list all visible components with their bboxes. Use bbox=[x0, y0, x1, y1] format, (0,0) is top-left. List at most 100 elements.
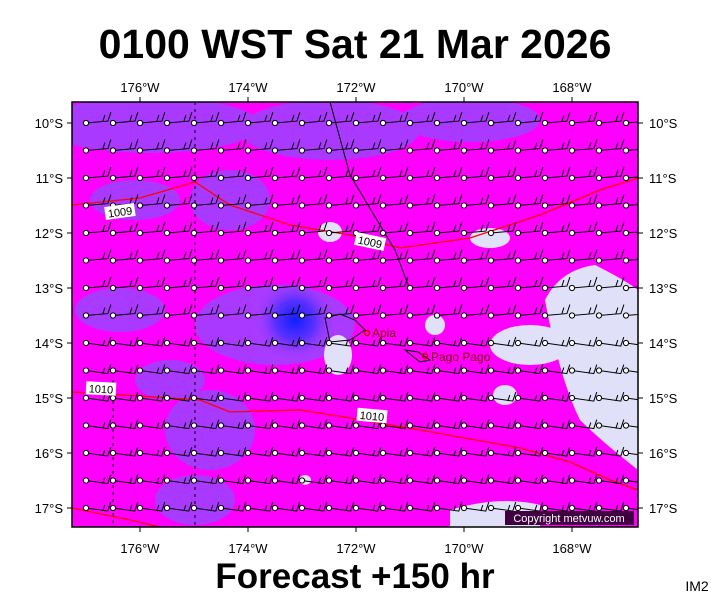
barb bbox=[571, 364, 598, 375]
station bbox=[595, 394, 603, 402]
station bbox=[136, 229, 144, 237]
barb bbox=[571, 391, 598, 402]
station bbox=[595, 504, 603, 512]
barb bbox=[544, 221, 571, 234]
station bbox=[298, 229, 306, 237]
station bbox=[271, 284, 279, 292]
barb bbox=[85, 139, 112, 151]
barb bbox=[490, 364, 517, 375]
barb bbox=[220, 139, 247, 151]
station bbox=[217, 367, 225, 374]
barb bbox=[382, 139, 409, 151]
barb bbox=[139, 364, 166, 375]
barb bbox=[382, 336, 409, 347]
barb bbox=[247, 139, 274, 151]
barb bbox=[220, 364, 247, 375]
barb bbox=[274, 276, 301, 289]
station bbox=[541, 119, 549, 127]
barb bbox=[463, 446, 490, 457]
barb bbox=[517, 276, 544, 289]
forecast-label: Forecast +150 hr bbox=[215, 557, 495, 596]
barb bbox=[490, 139, 517, 151]
barb bbox=[517, 111, 544, 124]
barb bbox=[571, 194, 598, 206]
barb bbox=[490, 446, 517, 457]
right-lat-label: 17°S bbox=[649, 501, 678, 516]
barb bbox=[355, 391, 382, 402]
barb bbox=[436, 111, 463, 124]
station bbox=[514, 284, 522, 292]
barb bbox=[85, 419, 112, 430]
barb bbox=[490, 221, 517, 234]
barb bbox=[220, 501, 247, 512]
station bbox=[217, 394, 225, 402]
barb bbox=[328, 391, 355, 402]
barb bbox=[517, 391, 544, 402]
barb bbox=[544, 336, 571, 347]
barb bbox=[328, 474, 355, 485]
station bbox=[622, 394, 630, 402]
barb bbox=[274, 249, 301, 261]
station bbox=[595, 477, 603, 484]
station bbox=[352, 257, 360, 264]
station bbox=[163, 119, 171, 127]
station bbox=[109, 504, 117, 512]
left-lat-label: 13°S bbox=[35, 281, 64, 296]
station bbox=[352, 202, 360, 209]
station bbox=[190, 339, 198, 347]
station bbox=[190, 257, 198, 264]
barb bbox=[490, 194, 517, 206]
station bbox=[190, 174, 198, 182]
station bbox=[514, 449, 522, 457]
station bbox=[487, 339, 495, 347]
station bbox=[325, 422, 333, 429]
barb bbox=[436, 446, 463, 457]
station bbox=[109, 339, 117, 347]
barb bbox=[301, 221, 328, 234]
barb bbox=[463, 474, 490, 485]
station bbox=[406, 339, 414, 347]
station bbox=[82, 422, 90, 429]
station bbox=[379, 449, 387, 457]
station bbox=[487, 504, 495, 512]
barb bbox=[112, 166, 139, 179]
barb bbox=[193, 364, 220, 375]
barb bbox=[544, 446, 571, 457]
barb bbox=[139, 221, 166, 234]
barb bbox=[355, 304, 382, 316]
barb bbox=[112, 111, 139, 124]
station bbox=[163, 477, 171, 484]
copyright-box bbox=[505, 511, 634, 525]
station bbox=[568, 229, 576, 237]
barb bbox=[463, 304, 490, 316]
right-lat-label: 10°S bbox=[649, 116, 678, 131]
barb bbox=[571, 249, 598, 261]
station bbox=[163, 147, 171, 154]
barb bbox=[382, 364, 409, 375]
barb bbox=[598, 276, 625, 289]
place-marker bbox=[363, 329, 371, 337]
station bbox=[406, 422, 414, 429]
station bbox=[406, 119, 414, 127]
station bbox=[352, 477, 360, 484]
station bbox=[433, 174, 441, 182]
barb bbox=[139, 501, 166, 512]
station bbox=[325, 394, 333, 402]
station bbox=[379, 284, 387, 292]
barb bbox=[247, 276, 274, 289]
barb bbox=[247, 111, 274, 124]
station bbox=[298, 284, 306, 292]
station bbox=[217, 147, 225, 154]
station bbox=[271, 147, 279, 154]
barb bbox=[328, 194, 355, 206]
barb bbox=[625, 425, 638, 428]
barb bbox=[193, 419, 220, 430]
station bbox=[406, 504, 414, 512]
station bbox=[406, 394, 414, 402]
station bbox=[325, 119, 333, 127]
station bbox=[190, 147, 198, 154]
barb bbox=[301, 194, 328, 206]
barb bbox=[166, 276, 193, 289]
left-lat-label: 10°S bbox=[35, 116, 64, 131]
top-lon-label: 168°W bbox=[552, 80, 592, 95]
